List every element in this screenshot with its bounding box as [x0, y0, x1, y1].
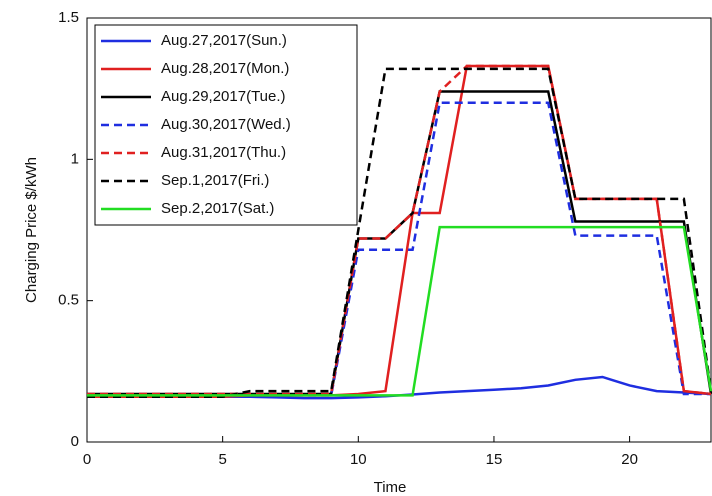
legend-label: Aug.27,2017(Sun.): [161, 32, 287, 49]
y-tick-label: 1.5: [58, 9, 79, 26]
legend-box: [94, 24, 358, 226]
legend-label: Aug.31,2017(Thu.): [161, 144, 286, 161]
legend-label: Aug.28,2017(Mon.): [161, 60, 289, 77]
legend-label: Sep.2,2017(Sat.): [161, 200, 274, 217]
x-axis-label: Time: [374, 479, 407, 496]
plot-frame: [86, 17, 712, 443]
x-tick-label: 5: [218, 451, 226, 468]
y-axis-label: Charging Price $/kWh: [23, 157, 40, 303]
series-line: [87, 225, 712, 397]
legend-label: Sep.1,2017(Fri.): [161, 172, 269, 189]
series-line: [87, 67, 712, 399]
y-tick-label: 0.5: [58, 292, 79, 309]
x-tick-label: 10: [350, 451, 367, 468]
x-tick-label: 15: [486, 451, 503, 468]
legend-label: Aug.30,2017(Wed.): [161, 116, 291, 133]
x-tick-label: 20: [621, 451, 638, 468]
y-tick-label: 0: [71, 433, 79, 450]
legend-label: Aug.29,2017(Tue.): [161, 88, 286, 105]
x-tick-label: 0: [83, 451, 91, 468]
y-tick-label: 1: [71, 150, 79, 167]
